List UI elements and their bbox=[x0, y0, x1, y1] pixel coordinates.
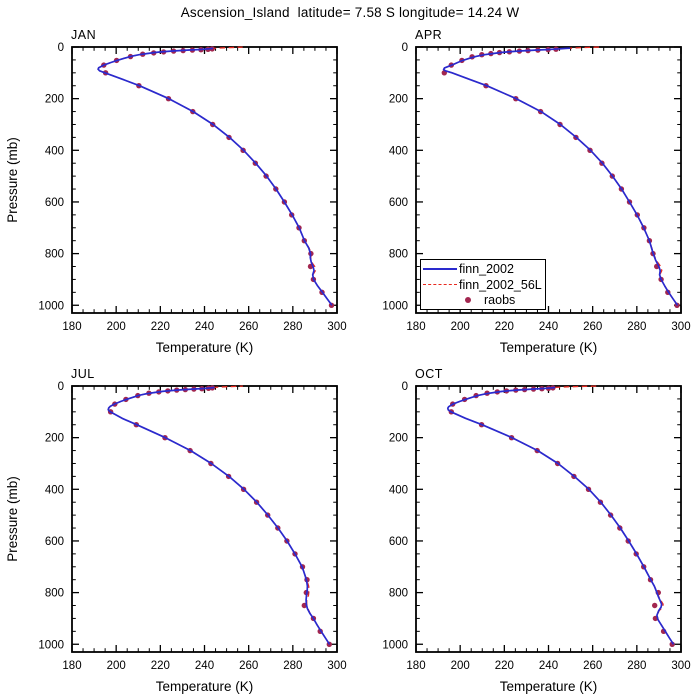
model-line-finn_2002 bbox=[446, 386, 675, 645]
solid-line-icon bbox=[423, 268, 457, 271]
y-axis-tick-label: 600 bbox=[389, 536, 408, 548]
chart-panel-jan: 180 200 220 240 260 280 300 0 200 400 600 800 1000 bbox=[38, 42, 346, 333]
x-axis-tick-label: 180 bbox=[62, 321, 81, 333]
model-line-finn_2002 bbox=[97, 47, 333, 306]
page-title: Ascension_Island latitude= 7.58 S longit… bbox=[180, 5, 520, 20]
y-axis-tick-label: 400 bbox=[389, 484, 408, 496]
x-axis-tick-label: 280 bbox=[283, 660, 302, 672]
x-axis-tick-label: 180 bbox=[62, 660, 81, 672]
x-axis-tick-label: 220 bbox=[495, 660, 514, 672]
x-axis-tick-label: 240 bbox=[195, 660, 214, 672]
y-axis-tick-label: 200 bbox=[45, 94, 64, 106]
y-axis-tick-label: 800 bbox=[389, 249, 408, 261]
legend-sample-area bbox=[423, 284, 457, 285]
x-axis-title-oct: Temperature (K) bbox=[499, 679, 598, 694]
x-axis-tick-label: 260 bbox=[239, 321, 258, 333]
obs-dot-raobs bbox=[652, 602, 658, 609]
chart-panel-oct: 180 200 220 240 260 280 300 0 200 400 600 800 1000 bbox=[382, 381, 690, 672]
x-axis-tick-label: 220 bbox=[151, 321, 170, 333]
plot-frame bbox=[415, 385, 682, 653]
y-axis-tick-label: 1000 bbox=[38, 639, 64, 651]
y-axis-tick-label: 600 bbox=[389, 197, 408, 209]
x-axis-tick-label: 220 bbox=[495, 321, 514, 333]
x-axis-tick-label: 220 bbox=[151, 660, 170, 672]
model-line-finn_2002_56L bbox=[97, 46, 333, 306]
chart-panel-jul: 180 200 220 240 260 280 300 0 200 400 600 800 1000 bbox=[38, 381, 346, 672]
y-axis-tick-label: 1000 bbox=[38, 300, 64, 312]
x-axis-tick-label: 180 bbox=[406, 321, 425, 333]
plot-frame bbox=[71, 46, 338, 314]
x-axis-title-apr: Temperature (K) bbox=[499, 340, 598, 355]
panel-label-jul: JUL bbox=[71, 367, 95, 381]
panel-label-jan: JAN bbox=[71, 28, 97, 42]
y-axis-tick-label: 400 bbox=[389, 145, 408, 157]
chart-panel-apr: 180 200 220 240 260 280 300 0 200 400 600 800 1000 bbox=[382, 42, 690, 333]
x-axis-tick-label: 280 bbox=[627, 660, 646, 672]
legend-label-raobs: raobs bbox=[484, 292, 516, 307]
y-axis-tick-label: 400 bbox=[45, 145, 64, 157]
x-axis-tick-label: 200 bbox=[451, 321, 470, 333]
dot-marker-icon bbox=[465, 296, 471, 303]
x-axis-tick-label: 240 bbox=[539, 321, 558, 333]
y-axis-title-bottom: Pressure (mb) bbox=[5, 476, 20, 562]
y-axis-tick-label: 1000 bbox=[382, 300, 408, 312]
y-axis-tick-label: 800 bbox=[389, 588, 408, 600]
x-axis-tick-label: 260 bbox=[583, 321, 602, 333]
x-axis-tick-label: 200 bbox=[107, 660, 126, 672]
legend-row-finn-2002: finn_2002 bbox=[421, 262, 545, 276]
x-axis-tick-label: 180 bbox=[406, 660, 425, 672]
x-axis-tick-label: 200 bbox=[451, 660, 470, 672]
x-axis-tick-label: 300 bbox=[671, 660, 690, 672]
dashed-line-icon bbox=[423, 284, 457, 285]
y-axis-tick-label: 200 bbox=[45, 433, 64, 445]
model-line-finn_2002_56L bbox=[107, 385, 331, 645]
legend-row-finn-2002-56l: finn_2002_56L bbox=[421, 278, 545, 292]
y-axis-tick-label: 0 bbox=[402, 42, 408, 54]
x-axis-tick-label: 300 bbox=[327, 660, 346, 672]
legend: finn_2002 finn_2002_56L raobs bbox=[420, 259, 546, 310]
x-axis-tick-label: 260 bbox=[583, 660, 602, 672]
x-axis-tick-label: 200 bbox=[107, 321, 126, 333]
legend-sample-area bbox=[423, 268, 457, 271]
legend-label-finn-2002-56l: finn_2002_56L bbox=[459, 277, 542, 292]
panel-label-apr: APR bbox=[415, 28, 443, 42]
x-axis-tick-label: 300 bbox=[671, 321, 690, 333]
legend-label-finn-2002: finn_2002 bbox=[459, 262, 514, 277]
y-axis-tick-label: 400 bbox=[45, 484, 64, 496]
y-axis-tick-label: 600 bbox=[45, 197, 64, 209]
y-axis-title-top: Pressure (mb) bbox=[5, 137, 20, 223]
model-line-finn_2002 bbox=[442, 47, 679, 306]
y-axis-tick-label: 1000 bbox=[382, 639, 408, 651]
x-axis-tick-label: 240 bbox=[539, 660, 558, 672]
y-axis-tick-label: 600 bbox=[45, 536, 64, 548]
model-line-finn_2002 bbox=[107, 386, 331, 645]
plot-frame bbox=[71, 385, 338, 653]
y-axis-tick-label: 800 bbox=[45, 249, 64, 261]
x-axis-tick-label: 300 bbox=[327, 321, 346, 333]
panel-label-oct: OCT bbox=[415, 367, 443, 381]
y-axis-tick-label: 200 bbox=[389, 433, 408, 445]
x-axis-tick-label: 280 bbox=[627, 321, 646, 333]
x-axis-tick-label: 240 bbox=[195, 321, 214, 333]
y-axis-tick-label: 200 bbox=[389, 94, 408, 106]
x-axis-tick-label: 260 bbox=[239, 660, 258, 672]
y-axis-tick-label: 800 bbox=[45, 588, 64, 600]
y-axis-tick-label: 0 bbox=[58, 381, 64, 393]
legend-row-raobs: raobs bbox=[421, 293, 545, 307]
x-axis-title-jan: Temperature (K) bbox=[155, 340, 254, 355]
x-axis-title-jul: Temperature (K) bbox=[155, 679, 254, 694]
x-axis-tick-label: 280 bbox=[283, 321, 302, 333]
y-axis-tick-label: 0 bbox=[58, 42, 64, 54]
y-axis-tick-label: 0 bbox=[402, 381, 408, 393]
